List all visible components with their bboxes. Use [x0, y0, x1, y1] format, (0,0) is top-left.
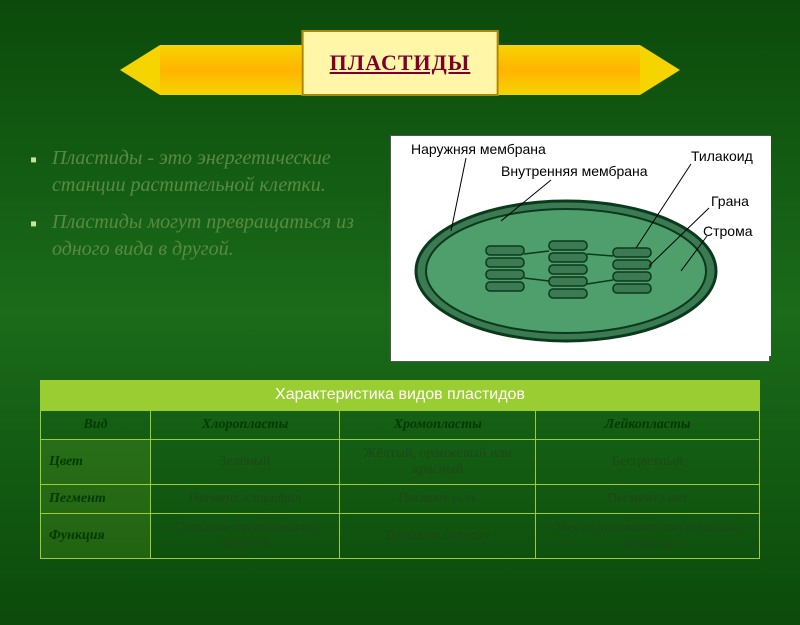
- col-header: Вид: [41, 411, 151, 440]
- chloroplast-diagram: Наружняя мембрана Внутренняя мембрана Ти…: [390, 135, 770, 362]
- title-box: ПЛАСТИДЫ: [302, 30, 499, 96]
- cell: Придают окраску: [340, 514, 536, 559]
- table-caption: Характеристика видов пластидов: [40, 380, 760, 410]
- label-stroma: Строма: [703, 223, 753, 239]
- table-row: Пегмент Пегмент хлорофил Пегмент есть Пе…: [41, 485, 760, 514]
- cell: Жёлтый, оранжевый или красный: [340, 440, 536, 485]
- label-thylakoid: Тилакоид: [691, 148, 753, 164]
- label-outer-membrane: Наружняя мембрана: [411, 141, 546, 157]
- label-inner-membrane: Внутренняя мембрана: [501, 163, 648, 179]
- col-header: Лейкопласты: [536, 411, 760, 440]
- title-banner: ПЛАСТИДЫ: [0, 25, 800, 125]
- cell: Пегмент есть: [340, 485, 536, 514]
- bullet-item: Пластиды могут превращаться из одного ви…: [30, 209, 370, 263]
- cell: Пегмента нет: [536, 485, 760, 514]
- bullet-item: Пластиды - это энергетические станции ра…: [30, 145, 370, 199]
- label-grana: Грана: [711, 193, 749, 209]
- cell: Место отложения питательных веществ: [536, 514, 760, 559]
- plastid-table: Вид Хлоропласты Хромопласты Лейкопласты …: [40, 410, 760, 559]
- table-row: Цвет Зелёный Жёлтый, оранжевый или красн…: [41, 440, 760, 485]
- cell: Пегмент хлорофил: [151, 485, 340, 514]
- bullet-list: Пластиды - это энергетические станции ра…: [30, 135, 370, 362]
- row-label: Функция: [41, 514, 151, 559]
- cell: Бесцветный: [536, 440, 760, 485]
- col-header: Хлоропласты: [151, 411, 340, 440]
- cell: Зелёный: [151, 440, 340, 485]
- row-label: Пегмент: [41, 485, 151, 514]
- row-label: Цвет: [41, 440, 151, 485]
- table-header-row: Вид Хлоропласты Хромопласты Лейкопласты: [41, 411, 760, 440]
- page-title: ПЛАСТИДЫ: [330, 50, 471, 75]
- col-header: Хромопласты: [340, 411, 536, 440]
- cell: Создание органических веществ: [151, 514, 340, 559]
- table-row: Функция Создание органических веществ Пр…: [41, 514, 760, 559]
